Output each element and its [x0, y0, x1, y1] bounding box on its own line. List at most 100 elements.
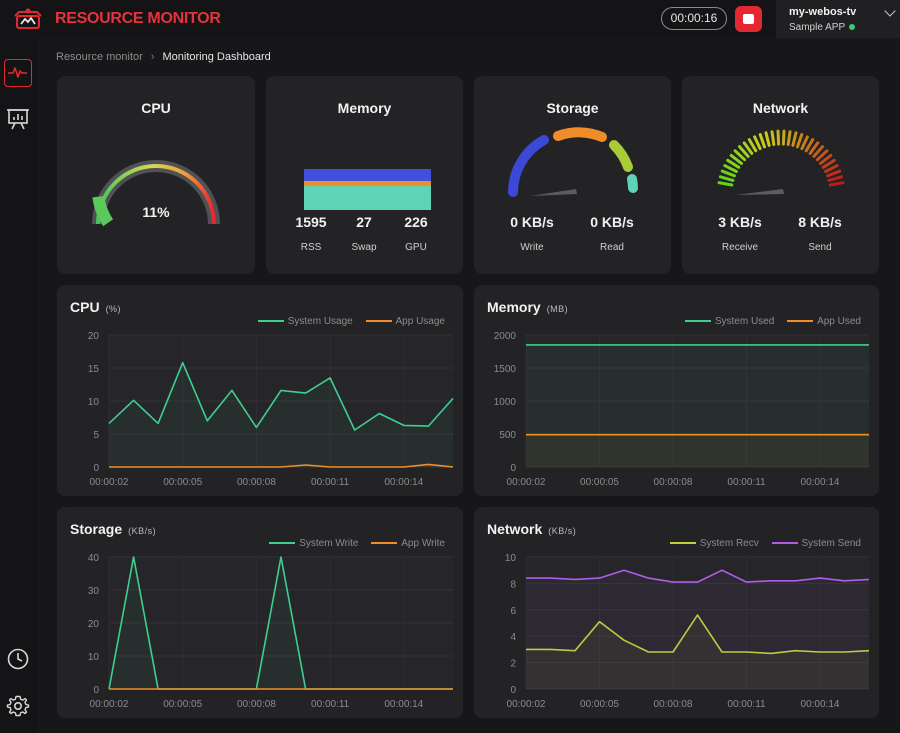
- memory-rss-value: 1595: [295, 214, 327, 230]
- network-gauge-tick: [826, 169, 842, 178]
- network-gauge: [717, 129, 845, 195]
- cpu-chart-legend: System Usage App Usage: [248, 316, 445, 327]
- x-tick-label: 00:00:02: [90, 477, 129, 488]
- breadcrumb-separator-icon: ›: [150, 51, 155, 63]
- x-tick-label: 00:00:14: [801, 699, 840, 710]
- cpu-gauge: 11%: [92, 160, 220, 227]
- legend-item[interactable]: System Usage: [257, 316, 353, 327]
- network-chart-unit: (KB/s): [548, 526, 577, 536]
- x-tick-label: 00:00:11: [311, 477, 350, 488]
- series-line: [526, 614, 870, 655]
- memory-gpu-value: 226: [404, 214, 428, 230]
- network-gauge-tick: [804, 138, 815, 153]
- top-bar: RESOURCE MONITOR 00:00:16 my-webos-tv Sa…: [0, 0, 900, 38]
- network-chart-card: Network (KB/s) System Recv System Send 0 2…: [474, 507, 879, 718]
- storage-read-label: Read: [600, 242, 624, 253]
- x-tick-label: 00:00:05: [163, 699, 202, 710]
- network-gauge-tick: [770, 130, 776, 146]
- memory-chart-title-text: Memory: [487, 299, 541, 315]
- x-tick-label: 00:00:08: [237, 699, 276, 710]
- sidebar-item-monitor[interactable]: [4, 59, 32, 87]
- network-gauge-tick: [824, 164, 839, 173]
- storage-write-label: Write: [520, 242, 544, 253]
- legend-swatch: [371, 542, 398, 545]
- network-gauge-tick: [781, 129, 786, 146]
- x-tick-label: 00:00:02: [507, 477, 546, 488]
- network-gauge-tick: [776, 129, 781, 146]
- x-tick-label: 00:00:14: [384, 477, 423, 488]
- x-tick-label: 00:00:14: [801, 477, 840, 488]
- network-gauge-tick: [827, 175, 844, 182]
- network-chart-title: Network (KB/s): [487, 521, 576, 537]
- memory-stack-bar: [304, 169, 431, 210]
- device-app-name: Sample APP: [789, 22, 856, 33]
- x-tick-label: 00:00:11: [311, 699, 350, 710]
- legend-swatch: [365, 320, 392, 323]
- status-dot-icon: [849, 24, 856, 31]
- network-gauge-tick: [815, 149, 829, 162]
- y-tick-label: 2: [510, 659, 516, 670]
- clock-icon: [7, 648, 29, 670]
- x-tick-label: 00:00:05: [580, 699, 619, 710]
- network-send-label: Send: [808, 242, 832, 253]
- breadcrumb-current: Monitoring Dashboard: [162, 51, 271, 63]
- y-tick-label: 15: [88, 364, 100, 375]
- network-line-chart: 0 2 4 6 8 10 00:00:02 00:00:05 00:00:08 00:00:11 0…: [505, 553, 870, 710]
- breadcrumb-root[interactable]: Resource monitor: [56, 51, 143, 63]
- y-tick-label: 5: [93, 430, 99, 441]
- y-tick-label: 0: [510, 685, 516, 696]
- network-gauge-tick: [821, 158, 836, 169]
- network-gauge-tick: [812, 145, 824, 158]
- y-tick-label: 0: [510, 463, 516, 474]
- legend-swatch: [669, 542, 696, 545]
- x-tick-label: 00:00:05: [163, 477, 202, 488]
- memory-chart-card: Memory (MB) System Used App Used 0 500 1000…: [474, 285, 879, 496]
- network-gauge-tick: [819, 153, 833, 165]
- resource-monitor-logo-icon: [13, 7, 43, 31]
- device-name: my-webos-tv: [789, 6, 857, 18]
- device-selector[interactable]: my-webos-tv Sample APP: [776, 0, 900, 38]
- device-app-label: Sample APP: [789, 22, 846, 33]
- legend-swatch: [787, 320, 814, 323]
- y-tick-label: 2000: [494, 331, 517, 342]
- network-gauge-tick: [726, 158, 741, 169]
- legend-item[interactable]: App Usage: [365, 316, 445, 327]
- sidebar-item-history[interactable]: [4, 645, 32, 673]
- legend-item[interactable]: App Used: [787, 316, 861, 327]
- y-tick-label: 10: [88, 652, 100, 663]
- series-line: [108, 361, 454, 431]
- stop-recording-button[interactable]: [735, 6, 762, 32]
- memory-segment-gpu: [304, 169, 431, 181]
- cpu-chart-title-text: CPU: [70, 299, 100, 315]
- network-gauge-tick: [786, 130, 792, 146]
- legend-item[interactable]: System Send: [771, 538, 861, 549]
- sidebar-item-report[interactable]: [4, 105, 32, 133]
- legend-item[interactable]: System Used: [684, 316, 774, 327]
- y-tick-label: 0: [93, 685, 99, 696]
- network-gauge-tick: [828, 181, 845, 187]
- x-tick-label: 00:00:08: [654, 477, 693, 488]
- legend-item[interactable]: System Recv: [669, 538, 759, 549]
- sidebar-item-settings[interactable]: [4, 692, 32, 720]
- network-gauge-tick: [758, 133, 766, 149]
- cpu-chart-title: CPU (%): [70, 299, 121, 315]
- network-gauge-tick: [717, 181, 734, 187]
- cpu-gauge-title: CPU: [141, 100, 171, 116]
- y-tick-label: 0: [93, 463, 99, 474]
- legend-label: System Recv: [699, 538, 759, 549]
- network-receive-value: 3 KB/s: [718, 214, 762, 230]
- memory-gpu-label: GPU: [405, 242, 427, 253]
- memory-gauge-title: Memory: [337, 100, 392, 116]
- elapsed-timer: 00:00:16: [661, 7, 727, 30]
- cpu-chart-card: CPU (%) System Usage App Usage 0 5 10 15 20 00…: [57, 285, 463, 496]
- storage-chart-title: Storage (KB/s): [70, 521, 156, 537]
- legend-item[interactable]: App Write: [371, 538, 445, 549]
- y-tick-label: 10: [88, 397, 100, 408]
- legend-item[interactable]: System Write: [269, 538, 358, 549]
- series-area: [526, 615, 869, 689]
- legend-swatch: [269, 542, 296, 545]
- storage-chart-title-text: Storage: [70, 521, 123, 537]
- gear-icon: [6, 695, 30, 717]
- network-gauge-tick: [718, 175, 735, 182]
- network-gauge-tick: [800, 135, 809, 151]
